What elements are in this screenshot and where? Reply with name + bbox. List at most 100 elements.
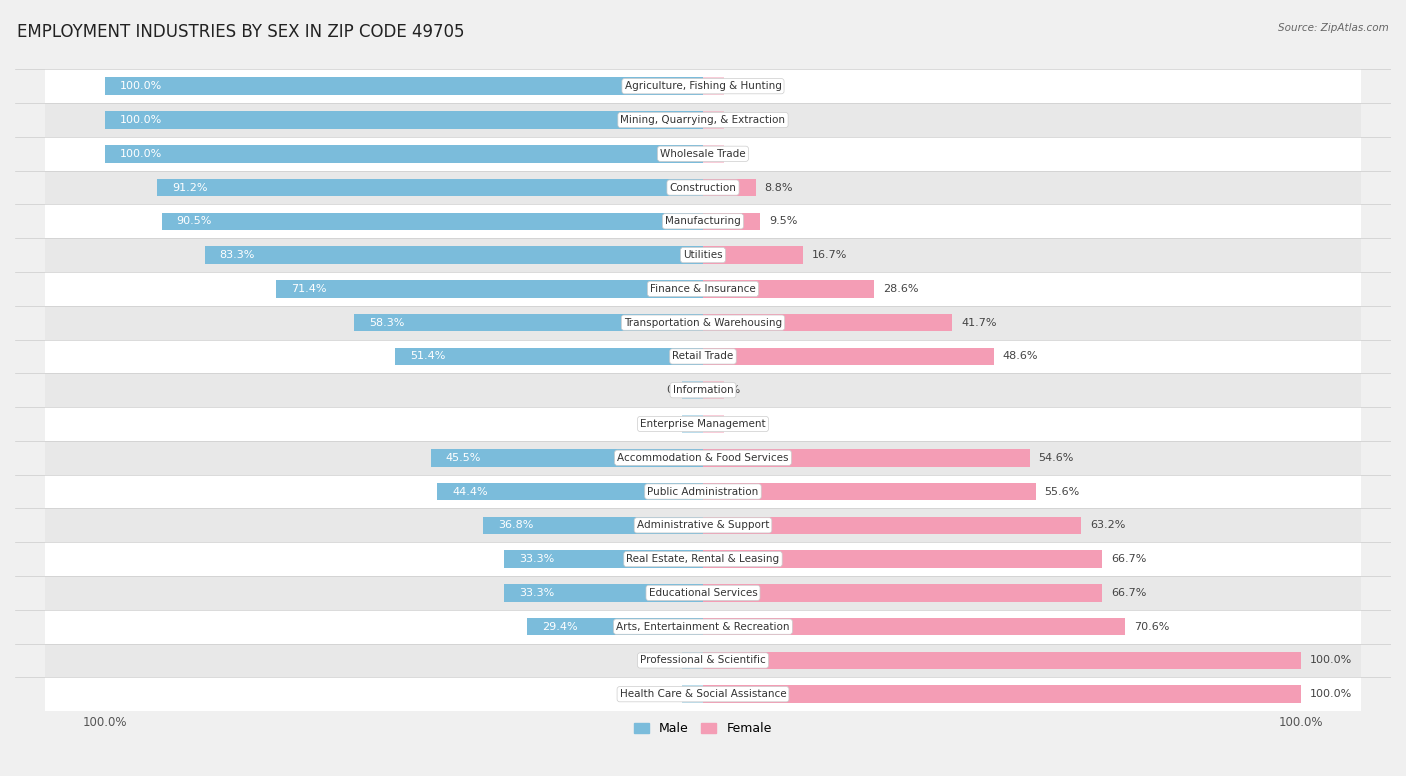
Text: 0.0%: 0.0% — [666, 656, 695, 666]
Text: 0.0%: 0.0% — [711, 115, 740, 125]
Text: Construction: Construction — [669, 182, 737, 192]
Text: 48.6%: 48.6% — [1002, 352, 1038, 362]
Text: 55.6%: 55.6% — [1045, 487, 1080, 497]
Bar — [45, 677, 1361, 711]
Bar — [527, 618, 703, 636]
Text: 33.3%: 33.3% — [519, 588, 554, 598]
Text: 33.3%: 33.3% — [519, 554, 554, 564]
Text: Agriculture, Fishing & Hunting: Agriculture, Fishing & Hunting — [624, 81, 782, 92]
Bar — [703, 685, 1302, 703]
Bar — [104, 145, 703, 162]
Bar — [45, 204, 1361, 238]
Bar — [45, 238, 1361, 272]
Text: EMPLOYMENT INDUSTRIES BY SEX IN ZIP CODE 49705: EMPLOYMENT INDUSTRIES BY SEX IN ZIP CODE… — [17, 23, 464, 41]
Text: 0.0%: 0.0% — [711, 419, 740, 429]
Bar — [45, 610, 1361, 643]
Text: Manufacturing: Manufacturing — [665, 217, 741, 227]
Bar — [703, 178, 755, 196]
Bar — [45, 272, 1361, 306]
Text: 16.7%: 16.7% — [811, 250, 848, 260]
Text: 9.5%: 9.5% — [769, 217, 797, 227]
Bar — [45, 137, 1361, 171]
Bar — [45, 171, 1361, 204]
Bar — [45, 576, 1361, 610]
Text: Enterprise Management: Enterprise Management — [640, 419, 766, 429]
Bar — [703, 415, 724, 433]
Text: 0.0%: 0.0% — [711, 385, 740, 395]
Text: Public Administration: Public Administration — [647, 487, 759, 497]
Bar — [45, 306, 1361, 340]
Bar — [503, 550, 703, 568]
Text: 90.5%: 90.5% — [177, 217, 212, 227]
Bar — [45, 407, 1361, 441]
Bar — [682, 685, 703, 703]
Bar — [682, 415, 703, 433]
Bar — [703, 280, 875, 298]
Text: 71.4%: 71.4% — [291, 284, 326, 294]
Text: 29.4%: 29.4% — [543, 622, 578, 632]
Text: 41.7%: 41.7% — [962, 317, 997, 327]
Text: 100.0%: 100.0% — [120, 149, 162, 159]
Bar — [703, 145, 724, 162]
Text: Professional & Scientific: Professional & Scientific — [640, 656, 766, 666]
Bar — [45, 69, 1361, 103]
Text: Finance & Insurance: Finance & Insurance — [650, 284, 756, 294]
Text: 100.0%: 100.0% — [120, 81, 162, 92]
Text: Source: ZipAtlas.com: Source: ZipAtlas.com — [1278, 23, 1389, 33]
Text: 100.0%: 100.0% — [1310, 689, 1353, 699]
Bar — [45, 103, 1361, 137]
Bar — [503, 584, 703, 601]
Text: 45.5%: 45.5% — [446, 452, 481, 462]
Text: Transportation & Warehousing: Transportation & Warehousing — [624, 317, 782, 327]
Text: 91.2%: 91.2% — [173, 182, 208, 192]
Bar — [703, 246, 803, 264]
Bar — [703, 78, 724, 95]
Bar — [395, 348, 703, 365]
Text: Accommodation & Food Services: Accommodation & Food Services — [617, 452, 789, 462]
Bar — [437, 483, 703, 501]
Text: Wholesale Trade: Wholesale Trade — [661, 149, 745, 159]
Bar — [45, 475, 1361, 508]
Bar — [703, 111, 724, 129]
Bar — [703, 213, 759, 230]
Text: 83.3%: 83.3% — [219, 250, 254, 260]
Text: 66.7%: 66.7% — [1111, 588, 1146, 598]
Text: 54.6%: 54.6% — [1039, 452, 1074, 462]
Bar — [157, 178, 703, 196]
Legend: Male, Female: Male, Female — [630, 717, 776, 740]
Bar — [482, 517, 703, 534]
Bar — [682, 652, 703, 669]
Text: Information: Information — [672, 385, 734, 395]
Text: 100.0%: 100.0% — [1310, 656, 1353, 666]
Bar — [703, 618, 1125, 636]
Text: 66.7%: 66.7% — [1111, 554, 1146, 564]
Text: 0.0%: 0.0% — [666, 689, 695, 699]
Bar — [104, 111, 703, 129]
Text: 100.0%: 100.0% — [120, 115, 162, 125]
Bar — [703, 584, 1102, 601]
Bar — [703, 517, 1081, 534]
Bar — [354, 314, 703, 331]
Text: 63.2%: 63.2% — [1090, 521, 1125, 530]
Text: 58.3%: 58.3% — [370, 317, 405, 327]
Text: Educational Services: Educational Services — [648, 588, 758, 598]
Bar — [45, 340, 1361, 373]
Bar — [104, 78, 703, 95]
Text: Retail Trade: Retail Trade — [672, 352, 734, 362]
Text: 44.4%: 44.4% — [453, 487, 488, 497]
Text: Utilities: Utilities — [683, 250, 723, 260]
Bar — [45, 441, 1361, 475]
Bar — [276, 280, 703, 298]
Text: Arts, Entertainment & Recreation: Arts, Entertainment & Recreation — [616, 622, 790, 632]
Bar — [703, 382, 724, 399]
Bar — [45, 643, 1361, 677]
Bar — [703, 348, 994, 365]
Text: Mining, Quarrying, & Extraction: Mining, Quarrying, & Extraction — [620, 115, 786, 125]
Bar — [45, 508, 1361, 542]
Bar — [430, 449, 703, 466]
Bar — [205, 246, 703, 264]
Text: 0.0%: 0.0% — [711, 149, 740, 159]
Bar — [45, 373, 1361, 407]
Text: 51.4%: 51.4% — [411, 352, 446, 362]
Bar — [703, 449, 1029, 466]
